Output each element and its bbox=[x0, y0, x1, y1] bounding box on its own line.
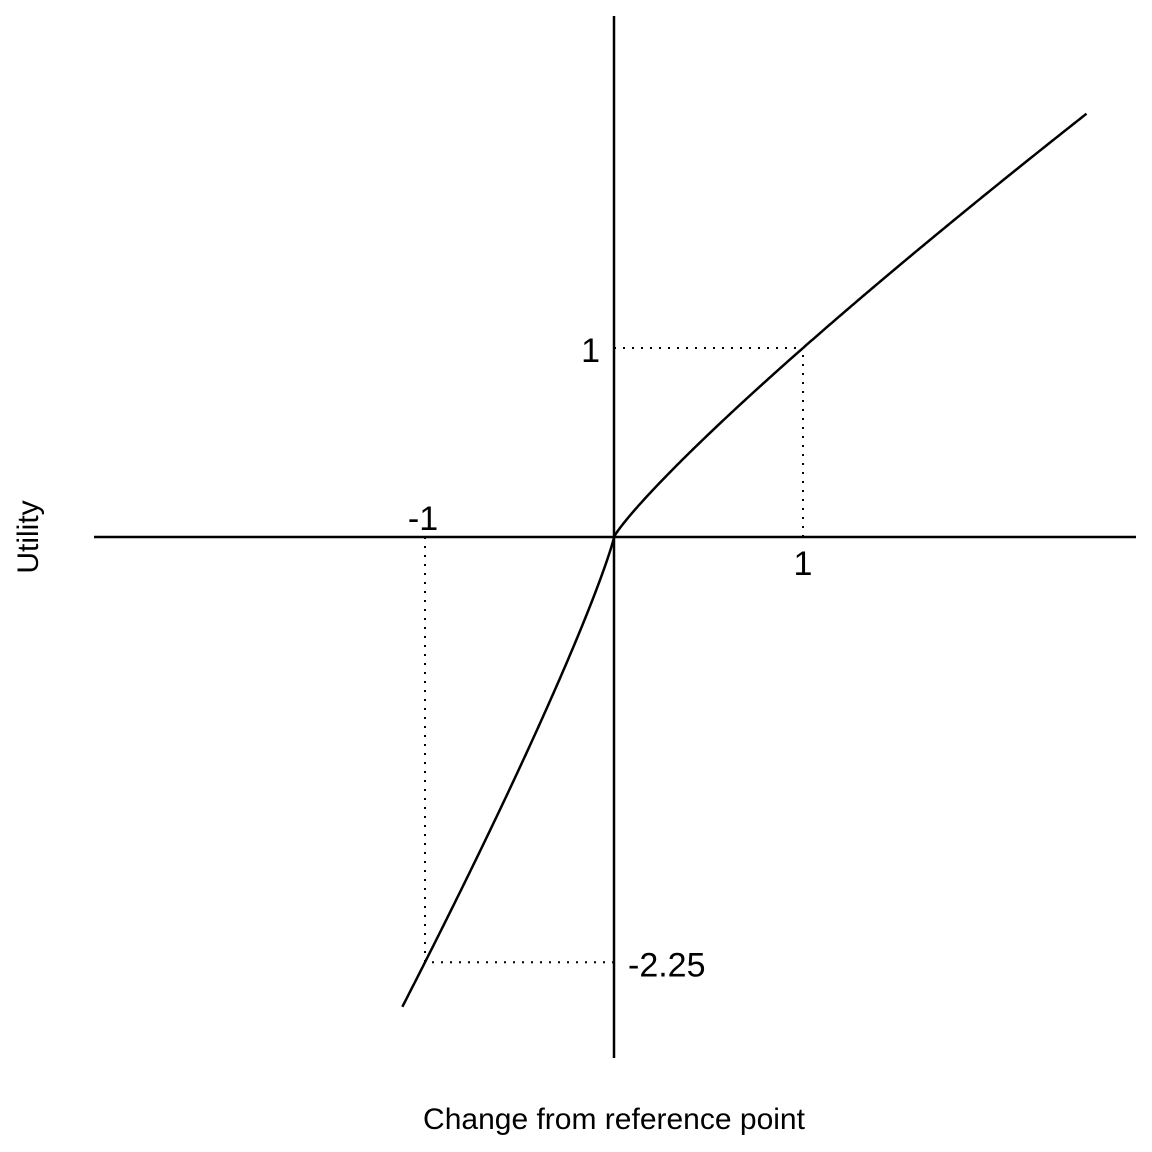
y-axis-title: Utility bbox=[12, 500, 45, 573]
value-curve bbox=[401, 112, 1088, 1008]
y-tick-label-negative: -2.25 bbox=[628, 946, 706, 984]
x-tick-label-negative: -1 bbox=[408, 500, 438, 538]
value-curve-line bbox=[401, 112, 1088, 1008]
x-tick-label-positive: 1 bbox=[794, 545, 813, 583]
x-axis-title: Change from reference point bbox=[423, 1103, 806, 1136]
y-tick-label-positive: 1 bbox=[581, 332, 600, 370]
